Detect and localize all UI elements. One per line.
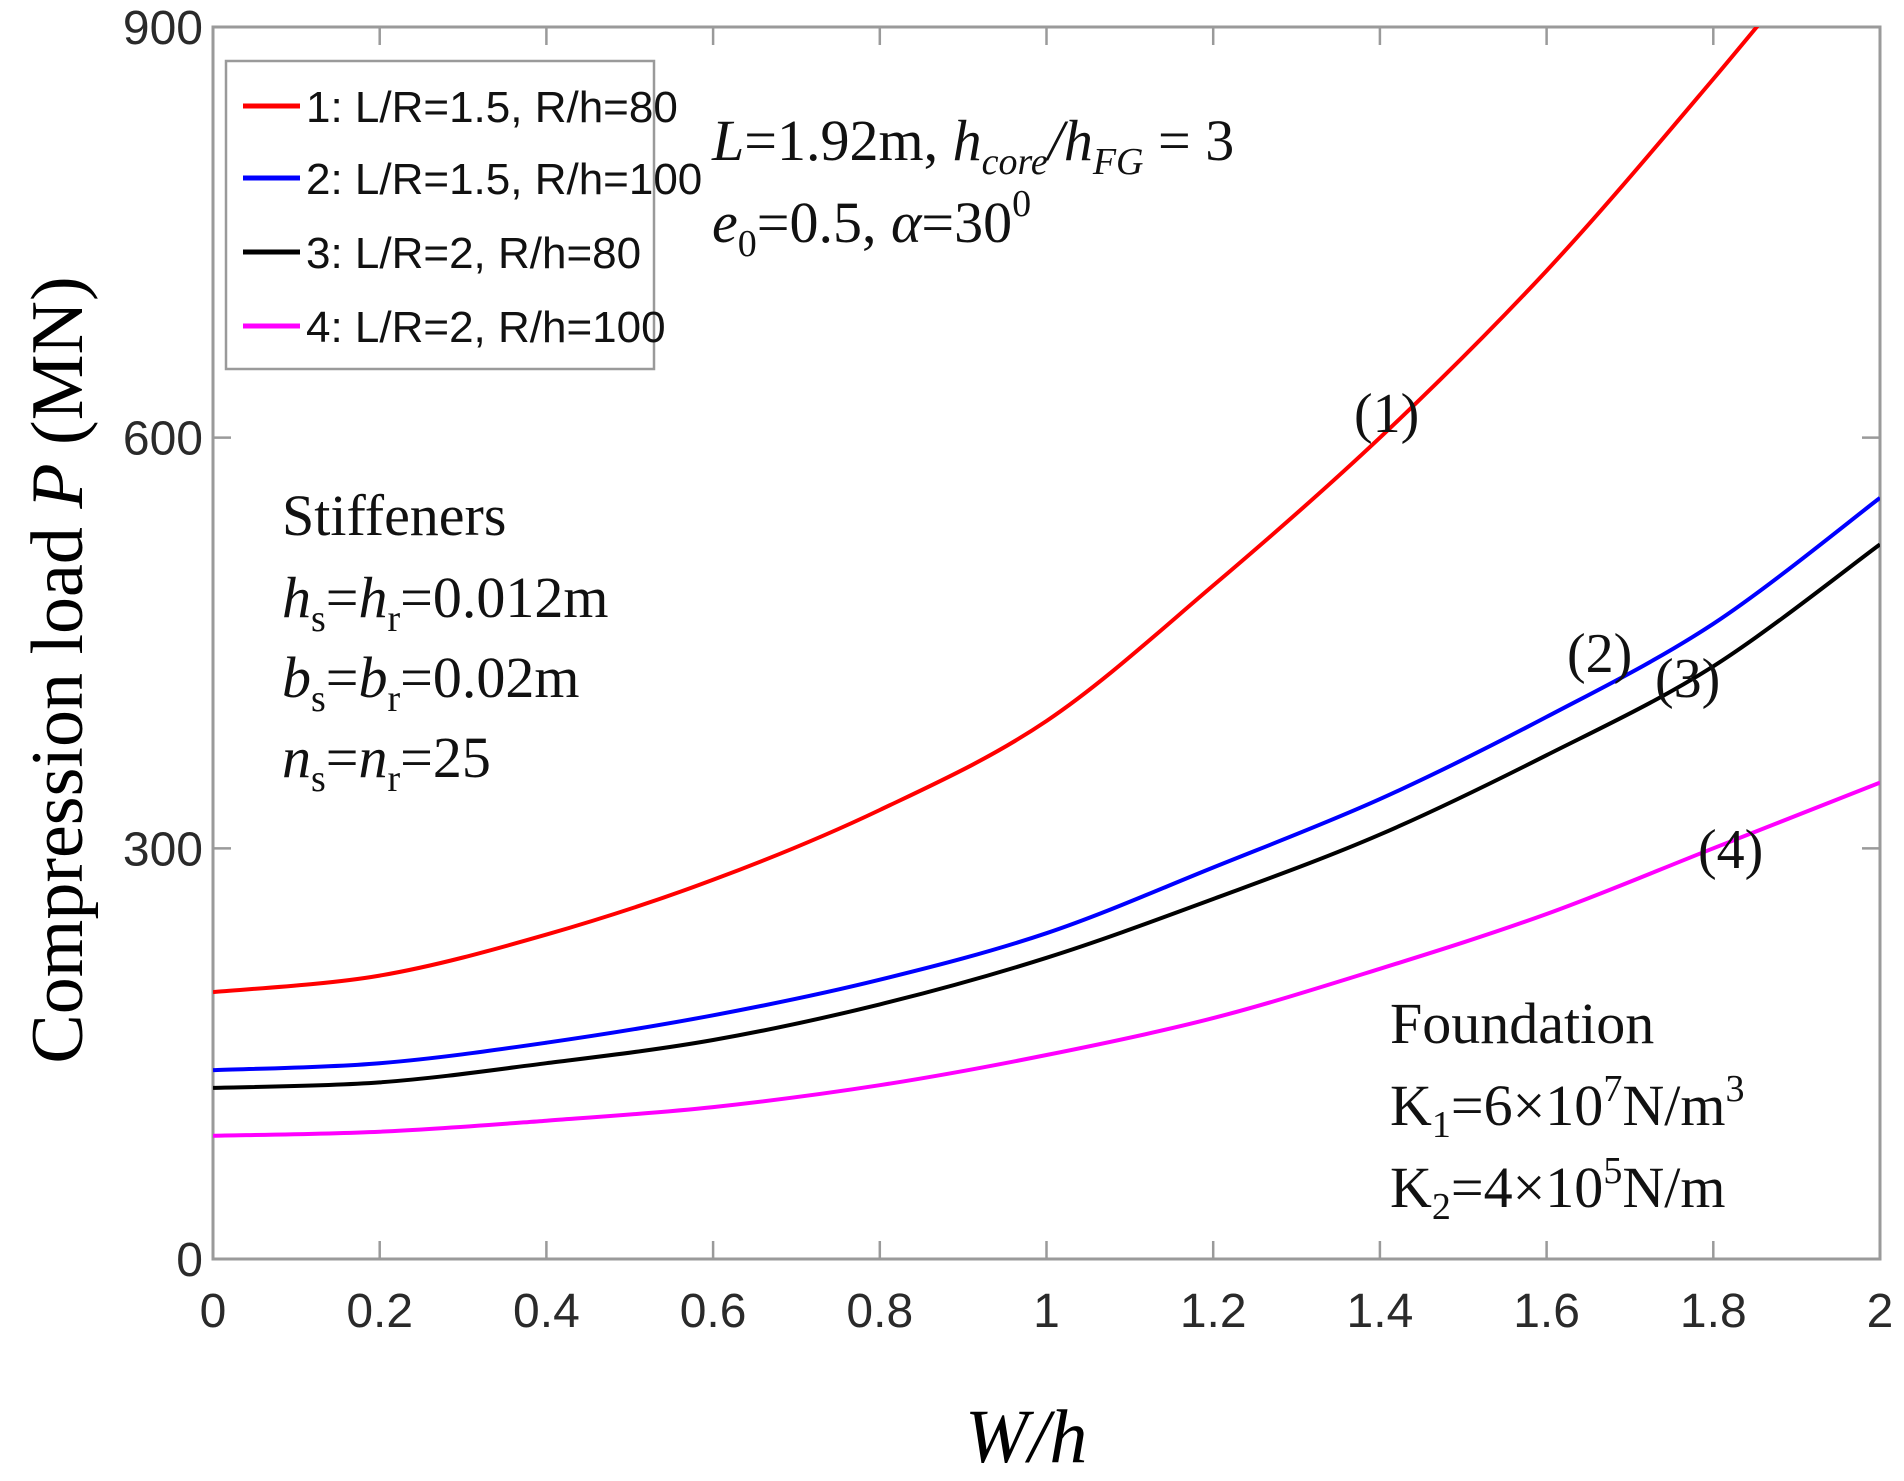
legend-entry-2: 2: L/R=1.5, R/h=100 [306, 155, 702, 204]
stiffeners-annotation: Stiffeners hs=hr=0.012m bs=br=0.02m ns=n… [282, 483, 609, 800]
legend: 1: L/R=1.5, R/h=80 2: L/R=1.5, R/h=100 3… [224, 59, 702, 371]
y-axis-ticks: 0 300 600 900 [123, 2, 1880, 1287]
curve-label-2: (2) [1567, 623, 1632, 685]
geometry-line-1: L=1.92m, hcore/hFG = 3 [711, 108, 1234, 183]
x-axis-title: W/h [965, 1395, 1087, 1479]
y-tick-label: 300 [123, 823, 203, 876]
foundation-annotation: Foundation K1=6×107N/m3 K2=4×105N/m [1390, 991, 1744, 1228]
series-line-4 [213, 780, 1880, 1138]
y-tick-label: 0 [176, 1234, 203, 1287]
stiffeners-h: hs=hr=0.012m [282, 565, 609, 640]
x-tick-label: 1 [1033, 1285, 1060, 1338]
legend-entry-4: 4: L/R=2, R/h=100 [306, 303, 666, 352]
foundation-k2: K2=4×105N/m [1390, 1150, 1725, 1228]
x-tick-label: 0.2 [346, 1285, 413, 1338]
legend-entry-3: 3: L/R=2, R/h=80 [306, 229, 641, 278]
x-tick-label: 1.2 [1180, 1285, 1247, 1338]
stiffeners-title: Stiffeners [282, 483, 506, 548]
curve-label-1: (1) [1354, 383, 1419, 445]
x-tick-label: 1.8 [1680, 1285, 1747, 1338]
x-tick-label: 0.8 [846, 1285, 913, 1338]
x-tick-label: 0 [200, 1285, 227, 1338]
x-tick-label: 1.4 [1347, 1285, 1414, 1338]
series-line-2 [213, 496, 1880, 1073]
legend-box [224, 59, 656, 371]
stiffeners-n: ns=nr=25 [282, 725, 491, 800]
geometry-annotation: L=1.92m, hcore/hFG = 3 e0=0.5, α=300 [711, 108, 1234, 265]
y-axis-title: Compression load P (MN) [17, 276, 99, 1063]
x-axis-ticks: 0 0.2 0.4 0.6 0.8 1 1.2 1.4 1.6 1.8 2 [200, 27, 1894, 1338]
stiffeners-b: bs=br=0.02m [282, 645, 580, 720]
curves [213, 27, 1880, 1138]
x-tick-label: 2 [1867, 1285, 1894, 1338]
foundation-k1: K1=6×107N/m3 [1390, 1068, 1744, 1146]
series-line-3 [213, 542, 1880, 1090]
series-line-1 [213, 27, 1760, 995]
x-tick-label: 1.6 [1513, 1285, 1580, 1338]
x-tick-label: 0.4 [513, 1285, 580, 1338]
x-tick-label: 0.6 [680, 1285, 747, 1338]
curve-label-4: (4) [1698, 819, 1763, 881]
legend-entry-1: 1: L/R=1.5, R/h=80 [306, 83, 678, 132]
geometry-line-2: e0=0.5, α=300 [712, 183, 1031, 265]
curve-label-3: (3) [1655, 648, 1720, 710]
y-tick-label: 900 [123, 2, 203, 55]
foundation-title: Foundation [1390, 991, 1654, 1056]
y-tick-label: 600 [123, 413, 203, 466]
